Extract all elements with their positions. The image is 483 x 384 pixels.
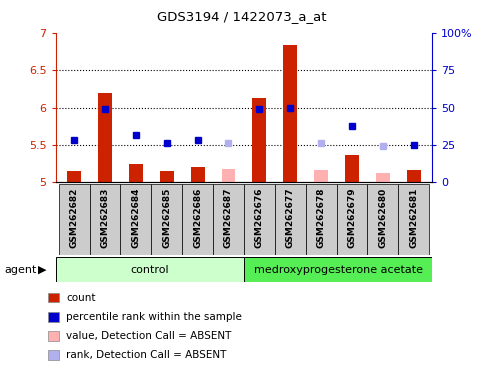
Text: percentile rank within the sample: percentile rank within the sample bbox=[66, 312, 242, 322]
Text: GDS3194 / 1422073_a_at: GDS3194 / 1422073_a_at bbox=[157, 10, 326, 23]
Bar bbox=[182, 184, 213, 255]
Bar bbox=[98, 93, 112, 182]
Text: GSM262678: GSM262678 bbox=[317, 188, 326, 248]
Text: GSM262681: GSM262681 bbox=[409, 188, 418, 248]
Bar bbox=[337, 184, 368, 255]
Text: GSM262683: GSM262683 bbox=[100, 188, 110, 248]
Bar bbox=[314, 170, 328, 182]
Bar bbox=[253, 98, 266, 182]
Bar bbox=[376, 174, 390, 182]
Bar bbox=[56, 257, 244, 282]
Bar bbox=[222, 169, 235, 182]
Bar bbox=[89, 184, 120, 255]
Text: medroxyprogesterone acetate: medroxyprogesterone acetate bbox=[254, 265, 423, 275]
Bar bbox=[275, 184, 306, 255]
Text: GSM262682: GSM262682 bbox=[70, 188, 79, 248]
Text: GSM262680: GSM262680 bbox=[378, 188, 387, 248]
Text: control: control bbox=[130, 265, 169, 275]
Bar bbox=[67, 171, 81, 182]
Bar bbox=[398, 184, 429, 255]
Text: GSM262684: GSM262684 bbox=[131, 188, 141, 248]
Text: ▶: ▶ bbox=[38, 265, 47, 275]
Bar bbox=[58, 184, 89, 255]
Text: count: count bbox=[66, 293, 96, 303]
Bar bbox=[120, 184, 151, 255]
Bar bbox=[191, 167, 204, 182]
Text: GSM262677: GSM262677 bbox=[286, 188, 295, 248]
Bar bbox=[129, 164, 143, 182]
Bar bbox=[345, 155, 359, 182]
Bar bbox=[407, 170, 421, 182]
Bar bbox=[213, 184, 244, 255]
Bar bbox=[244, 184, 275, 255]
Text: rank, Detection Call = ABSENT: rank, Detection Call = ABSENT bbox=[66, 350, 227, 360]
Bar bbox=[244, 257, 432, 282]
Bar bbox=[284, 45, 297, 182]
Bar bbox=[368, 184, 398, 255]
Bar bbox=[160, 171, 174, 182]
Text: GSM262686: GSM262686 bbox=[193, 188, 202, 248]
Text: GSM262687: GSM262687 bbox=[224, 188, 233, 248]
Text: GSM262685: GSM262685 bbox=[162, 188, 171, 248]
Text: GSM262679: GSM262679 bbox=[347, 188, 356, 248]
Text: value, Detection Call = ABSENT: value, Detection Call = ABSENT bbox=[66, 331, 231, 341]
Bar bbox=[151, 184, 182, 255]
Text: GSM262676: GSM262676 bbox=[255, 188, 264, 248]
Text: agent: agent bbox=[5, 265, 37, 275]
Bar bbox=[306, 184, 337, 255]
